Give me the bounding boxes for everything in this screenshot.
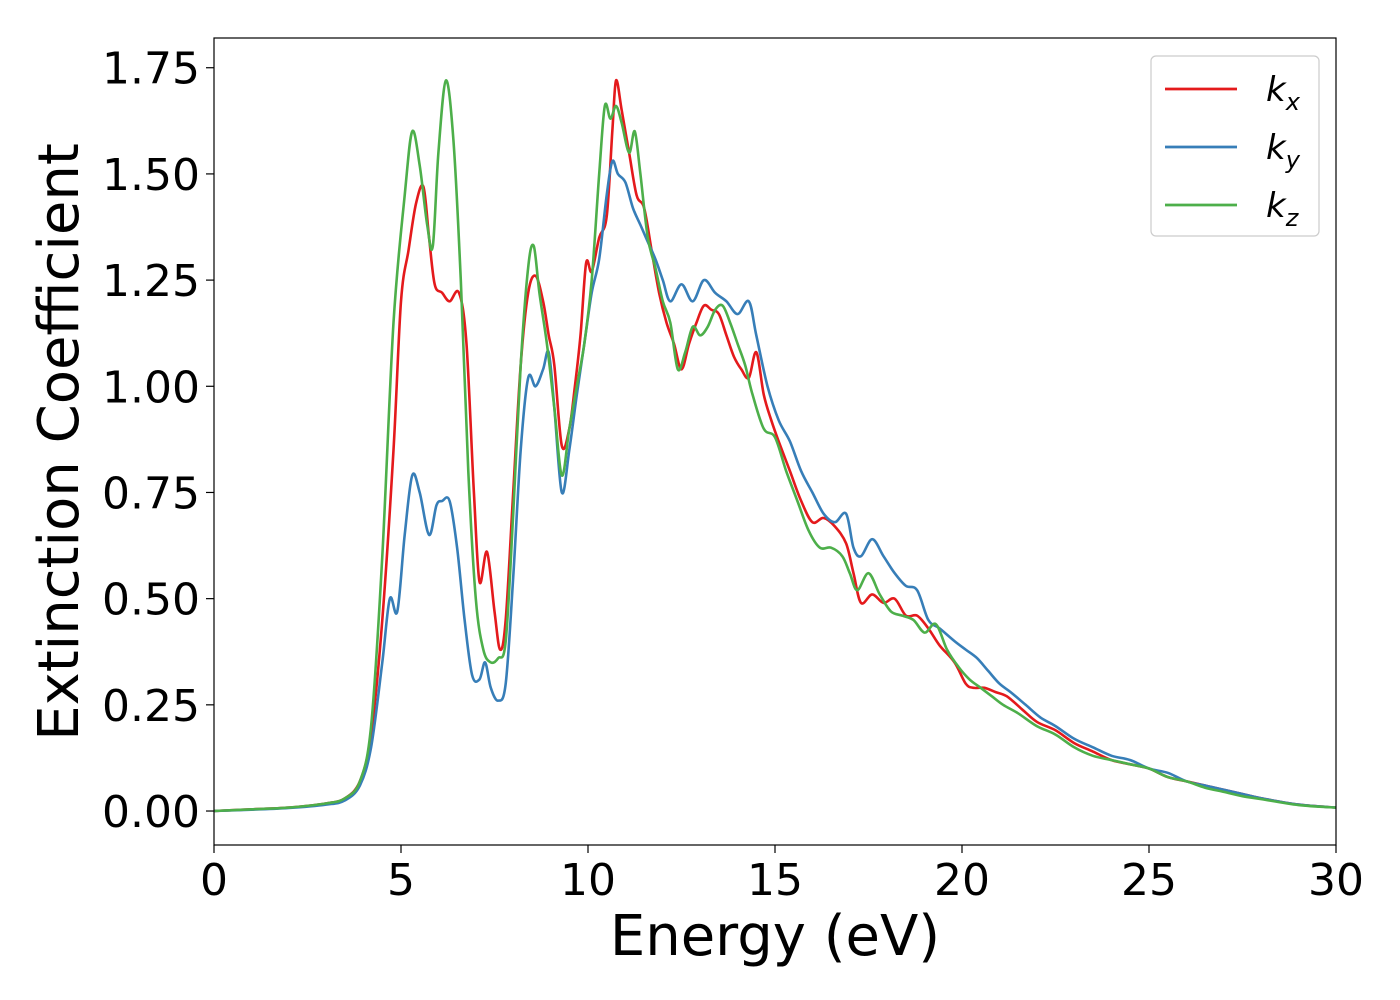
y-tick-label: 1.00 (102, 362, 200, 413)
series-line-z (213, 79, 1337, 813)
x-axis-ticks: 0 5 10 15 20 25 30 (200, 845, 1364, 906)
x-tick-label: 15 (747, 855, 803, 906)
x-tick-label: 10 (560, 855, 616, 906)
x-tick-label: 5 (387, 855, 415, 906)
x-tick-label: 0 (200, 855, 228, 906)
y-tick-label: 1.75 (102, 44, 200, 95)
x-axis-title: Energy (eV) (610, 904, 940, 969)
legend-label-z: kz (1266, 186, 1300, 232)
y-tick-label: 0.50 (102, 575, 200, 626)
y-tick-label: 0.00 (102, 787, 200, 838)
y-axis-title: Extinction Coefficient (27, 143, 92, 741)
x-tick-label: 30 (1308, 855, 1364, 906)
series-line-x (213, 78, 1337, 813)
legend-label-y: ky (1266, 128, 1301, 174)
y-axis-ticks: 0.00 0.25 0.50 0.75 1.00 1.25 1.50 1.75 (102, 44, 214, 838)
legend: kx ky kz (1150, 55, 1320, 237)
y-tick-label: 0.25 (102, 681, 200, 732)
legend-label-x: kx (1266, 70, 1301, 116)
y-tick-label: 1.50 (102, 150, 200, 201)
x-tick-label: 25 (1121, 855, 1177, 906)
y-tick-label: 1.25 (102, 256, 200, 307)
x-tick-label: 20 (934, 855, 990, 906)
series-line-y (213, 159, 1337, 813)
series-layer (213, 78, 1337, 813)
y-tick-label: 0.75 (102, 468, 200, 519)
